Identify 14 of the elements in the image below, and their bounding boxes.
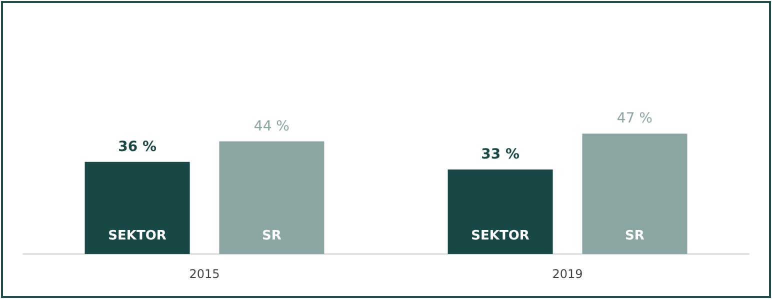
x-tick-label: 2015 bbox=[189, 267, 220, 281]
series-label: SEKTOR bbox=[108, 228, 166, 244]
data-label: 36 % bbox=[118, 138, 156, 155]
data-label: 44 % bbox=[254, 118, 290, 134]
bar bbox=[582, 134, 688, 254]
text: SR bbox=[625, 228, 644, 244]
series-label: SR bbox=[262, 228, 282, 244]
data-label: 33 % bbox=[481, 146, 520, 163]
bar bbox=[448, 170, 553, 254]
x-tick-label: 2019 bbox=[552, 267, 583, 281]
bar bbox=[84, 162, 190, 254]
data-label: 47 % bbox=[616, 110, 652, 127]
text: SEKTOR bbox=[471, 228, 530, 244]
bar bbox=[219, 141, 324, 254]
